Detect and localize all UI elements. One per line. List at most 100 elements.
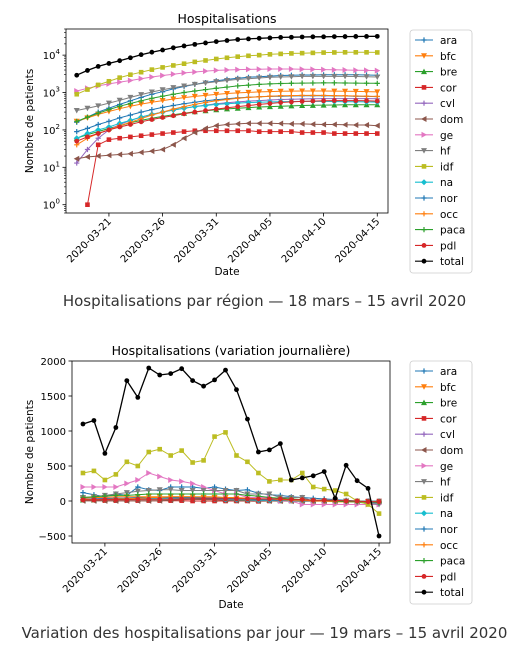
point-bfc xyxy=(138,101,145,108)
series-group xyxy=(79,365,383,539)
legend-entry-na: na xyxy=(415,508,453,520)
point-ge xyxy=(135,477,141,483)
point-total xyxy=(157,372,163,378)
point-dom xyxy=(245,120,251,127)
point-ge xyxy=(170,71,177,78)
point-bfc xyxy=(266,89,273,95)
point-cor xyxy=(364,131,369,136)
point-total xyxy=(256,35,262,41)
point-paca xyxy=(135,492,141,498)
point-dom xyxy=(352,122,359,129)
point-pdl xyxy=(310,98,316,104)
legend-marker xyxy=(421,53,427,59)
point-dom xyxy=(95,153,101,160)
point-cvl xyxy=(74,160,80,166)
legend-marker xyxy=(421,462,427,469)
point-dom xyxy=(127,150,133,157)
point-occ xyxy=(235,95,241,101)
legend-label: ara xyxy=(440,35,457,47)
point-total xyxy=(354,478,360,484)
point-hf xyxy=(134,488,141,495)
point-dom xyxy=(299,120,305,127)
point-pdl xyxy=(102,497,108,502)
point-pdl xyxy=(299,98,305,104)
point-idf xyxy=(74,91,80,97)
point-idf xyxy=(299,470,305,476)
point-occ xyxy=(353,93,359,99)
point-total xyxy=(127,55,133,61)
point-paca xyxy=(222,491,229,497)
chart-title: Hospitalisations (variation journalière) xyxy=(112,343,351,358)
legend-entry-bre: bre xyxy=(415,398,457,410)
point-idf xyxy=(135,463,141,469)
point-cor xyxy=(149,132,155,137)
legend-label: dom xyxy=(440,445,463,457)
point-ge xyxy=(168,477,174,483)
point-occ xyxy=(224,96,230,103)
x-tick-label: 2020-03-21 xyxy=(61,546,110,595)
point-cor xyxy=(138,133,144,139)
point-pdl xyxy=(117,124,123,130)
legend-entry-cvl: cvl xyxy=(415,98,455,110)
point-cor xyxy=(203,128,208,134)
point-total xyxy=(310,34,316,40)
legend-marker xyxy=(421,211,427,217)
legend-entry-dom: dom xyxy=(415,445,463,457)
legend-label: pdl xyxy=(440,240,456,252)
point-dom xyxy=(342,121,348,128)
point-pdl xyxy=(234,496,239,502)
point-bfc xyxy=(202,92,209,99)
point-total xyxy=(299,34,305,40)
point-occ xyxy=(160,109,166,115)
point-pdl xyxy=(190,496,196,502)
legend-label: hf xyxy=(440,477,451,489)
point-paca xyxy=(278,80,284,87)
point-idf xyxy=(267,52,273,57)
point-idf xyxy=(85,87,90,92)
point-pdl xyxy=(74,138,80,144)
point-total xyxy=(376,533,382,539)
legend-marker xyxy=(421,542,427,548)
point-paca xyxy=(213,85,219,91)
point-bre xyxy=(288,102,295,109)
point-bre xyxy=(320,102,327,108)
point-bfc xyxy=(309,88,316,94)
point-paca xyxy=(256,81,262,87)
point-occ xyxy=(321,92,327,98)
point-bre xyxy=(277,103,284,109)
legend-label: nor xyxy=(440,524,458,536)
series-line-total xyxy=(82,367,380,537)
legend-label: bfc xyxy=(440,382,456,394)
point-total xyxy=(235,37,241,42)
point-occ xyxy=(331,92,337,99)
point-idf xyxy=(171,63,176,68)
point-pdl xyxy=(364,98,369,104)
point-idf xyxy=(160,65,165,70)
legend-entry-idf: idf xyxy=(415,492,454,504)
point-pdl xyxy=(246,103,251,108)
legend-label: ge xyxy=(440,130,453,142)
point-ge xyxy=(117,79,123,86)
point-bfc xyxy=(213,91,220,98)
point-total xyxy=(160,47,166,53)
point-idf xyxy=(168,453,173,458)
point-pdl xyxy=(212,496,217,502)
point-occ xyxy=(181,104,187,110)
point-total xyxy=(213,39,219,45)
point-dom xyxy=(266,120,273,127)
point-cor xyxy=(246,128,251,134)
point-cor xyxy=(321,130,326,135)
series-line-ara xyxy=(82,486,380,504)
point-pdl xyxy=(127,122,133,127)
point-hf xyxy=(145,488,152,494)
point-hf xyxy=(73,108,80,114)
y-tick-label: 1500 xyxy=(41,392,66,403)
point-occ xyxy=(170,106,176,112)
point-total xyxy=(80,421,86,427)
point-occ xyxy=(202,99,209,106)
point-pdl xyxy=(181,111,187,117)
point-cor xyxy=(267,129,273,134)
point-pdl xyxy=(354,498,360,504)
point-ge xyxy=(124,480,130,487)
point-cor xyxy=(353,131,359,136)
